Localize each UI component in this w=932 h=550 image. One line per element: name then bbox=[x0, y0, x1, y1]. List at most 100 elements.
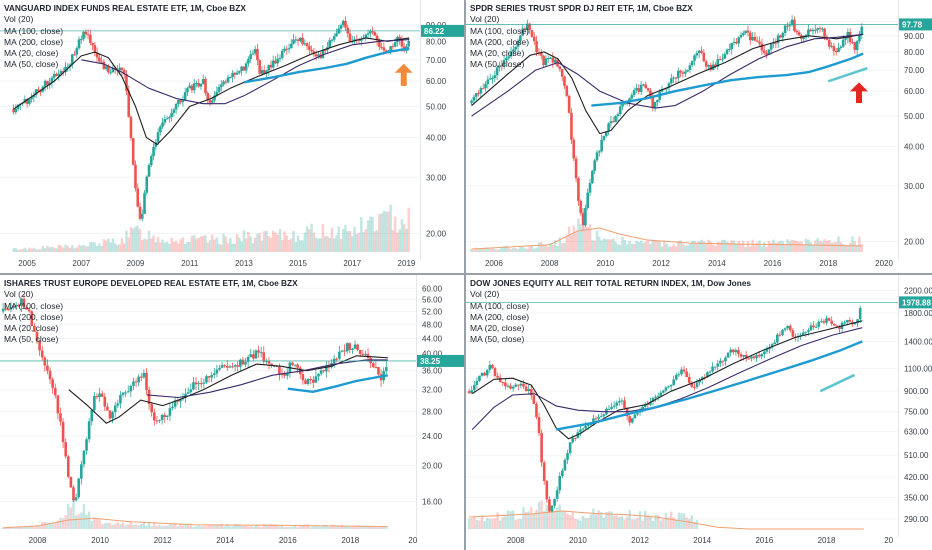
candle-body bbox=[210, 375, 213, 378]
candle-body bbox=[853, 323, 857, 325]
candle-body bbox=[848, 320, 852, 322]
candle-body bbox=[651, 398, 655, 402]
volume-bar bbox=[158, 524, 161, 529]
candle-body bbox=[145, 372, 148, 390]
volume-bar bbox=[400, 219, 404, 252]
ma-line bbox=[287, 374, 389, 393]
volume-bar bbox=[366, 220, 370, 252]
volume-bar bbox=[593, 240, 596, 252]
volume-bar bbox=[46, 522, 49, 529]
candle-body bbox=[823, 28, 826, 37]
candle-body bbox=[752, 356, 756, 358]
y-tick-label: 900.00 bbox=[904, 387, 929, 396]
candle-body bbox=[737, 37, 740, 44]
volume-bar bbox=[48, 247, 51, 252]
volume-bar bbox=[407, 207, 410, 252]
chart-panel-ifeu[interactable]: 16.00 20.00 24.00 28.00 32.00 36.00 40.00 44.00… bbox=[0, 275, 464, 550]
candle-body bbox=[341, 20, 345, 26]
volume-bar bbox=[348, 231, 352, 252]
candle-body bbox=[835, 325, 839, 327]
volume-bar bbox=[310, 223, 313, 252]
volume-bar bbox=[340, 524, 344, 529]
candle-body bbox=[663, 88, 666, 90]
horizontal-divider[interactable] bbox=[0, 273, 932, 275]
volume-bar bbox=[179, 239, 182, 252]
chart-panel-rwr[interactable]: 20.00 30.00 40.00 50.00 60.00 70.00 80.00 90.00… bbox=[466, 0, 932, 273]
volume-bar bbox=[662, 519, 665, 529]
volume-bar bbox=[1, 527, 5, 529]
volume-bar bbox=[249, 236, 252, 252]
volume-bar bbox=[635, 240, 638, 252]
candle-body bbox=[762, 50, 766, 53]
volume-bar bbox=[607, 239, 610, 252]
volume-bar bbox=[283, 231, 286, 252]
legend-ma-200: MA (200, close) bbox=[4, 311, 64, 322]
candle-body bbox=[730, 42, 734, 50]
candle-body bbox=[73, 54, 76, 56]
candle-body bbox=[64, 442, 67, 457]
candle-body bbox=[190, 85, 194, 91]
volume-bar bbox=[549, 242, 552, 252]
y-tick-label: 1100.00 bbox=[904, 365, 932, 374]
volume-bar bbox=[605, 511, 608, 529]
volume-bar bbox=[396, 232, 399, 252]
volume-bar bbox=[351, 236, 354, 252]
candle-body bbox=[269, 64, 273, 68]
candle-body bbox=[529, 389, 533, 396]
volume-bar bbox=[61, 518, 65, 529]
x-tick-label: 2014 bbox=[216, 536, 234, 545]
candle-body bbox=[646, 403, 650, 405]
candle-body bbox=[224, 81, 228, 83]
candle-body bbox=[659, 392, 663, 396]
volume-bar bbox=[323, 236, 327, 252]
candle-body bbox=[77, 39, 81, 49]
volume-bar bbox=[769, 242, 773, 252]
candle-body bbox=[356, 344, 359, 350]
candle-body bbox=[204, 78, 207, 94]
candle-body bbox=[734, 349, 738, 353]
volume-bar bbox=[220, 244, 223, 252]
candle-body bbox=[77, 478, 81, 498]
volume-bar bbox=[488, 518, 492, 529]
vertical-divider[interactable] bbox=[464, 0, 466, 550]
candle-body bbox=[305, 43, 309, 47]
volume-bar bbox=[177, 243, 180, 252]
volume-bar bbox=[322, 525, 325, 529]
candle-body bbox=[7, 309, 10, 311]
candle-body bbox=[772, 42, 775, 44]
candle-body bbox=[670, 78, 673, 84]
chart-panel-djus-reit[interactable]: 290.00 350.00 420.00 510.00 630.00 750.00 900.… bbox=[466, 275, 932, 550]
volume-bar bbox=[171, 524, 174, 529]
candle-body bbox=[486, 79, 490, 85]
candle-body bbox=[591, 170, 594, 184]
candle-body bbox=[231, 72, 234, 77]
volume-bar bbox=[563, 510, 567, 529]
volume-bar bbox=[309, 527, 312, 529]
candle-body bbox=[195, 83, 198, 85]
volume-bar bbox=[638, 511, 642, 529]
volume-bar bbox=[231, 526, 234, 529]
candle-body bbox=[30, 311, 34, 326]
candle-body bbox=[12, 109, 15, 113]
volume-bar bbox=[265, 524, 268, 529]
candle-body bbox=[93, 396, 96, 411]
volume-bar bbox=[642, 242, 645, 252]
candle-body bbox=[283, 48, 286, 51]
candle-body bbox=[374, 366, 378, 368]
candle-body bbox=[111, 412, 114, 419]
volume-bar bbox=[267, 524, 271, 529]
candle-body bbox=[93, 45, 97, 53]
chart-panel-vnq[interactable]: 20.0030.0040.0050.0060.0070.0080.0090.00… bbox=[0, 0, 464, 273]
candle-body bbox=[292, 39, 295, 44]
volume-bar bbox=[709, 241, 712, 252]
volume-bar bbox=[530, 507, 533, 529]
chart-title: SPDR SERIES TRUST SPDR DJ REIT ETF, 1M, … bbox=[470, 3, 693, 13]
volume-bar bbox=[116, 522, 120, 529]
volume-bar bbox=[837, 236, 840, 252]
candle-body bbox=[228, 366, 232, 368]
candle-body bbox=[750, 356, 753, 359]
volume-bar bbox=[704, 243, 708, 252]
volume-bar bbox=[641, 520, 644, 529]
candle-body bbox=[321, 49, 325, 59]
volume-bar bbox=[328, 237, 331, 252]
